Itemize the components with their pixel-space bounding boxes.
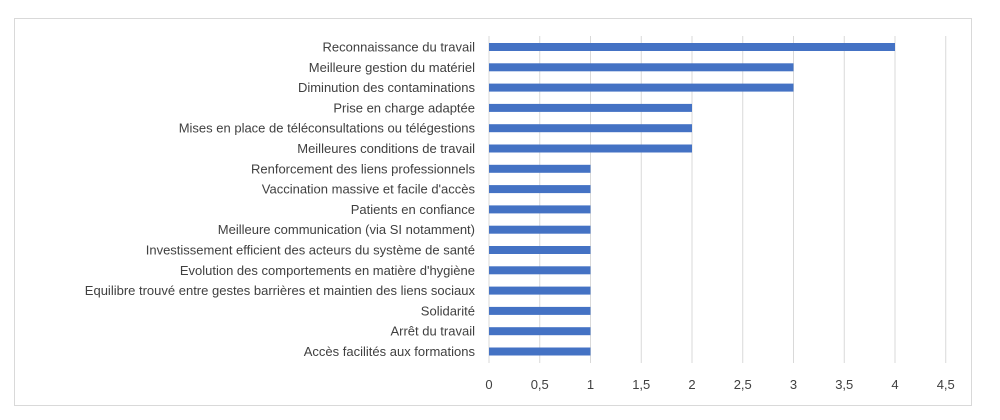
bar [489, 103, 692, 112]
category-label: Evolution des comportements en matière d… [180, 263, 475, 278]
bar [489, 205, 591, 214]
x-tick-label: 0,5 [531, 377, 549, 392]
bar [489, 347, 591, 356]
category-label: Solidarité [421, 303, 475, 318]
category-label: Prise en charge adaptée [333, 100, 475, 115]
category-label: Reconnaissance du travail [323, 40, 476, 55]
bar [489, 185, 591, 194]
bar [489, 43, 895, 51]
category-label: Meilleures conditions de travail [297, 141, 475, 156]
category-label: Renforcement des liens professionnels [251, 161, 476, 176]
category-label: Investissement efficient des acteurs du … [146, 243, 475, 258]
category-label: Vaccination massive et facile d'accès [262, 182, 476, 197]
category-label: Equilibre trouvé entre gestes barrières … [85, 283, 476, 298]
x-tick-label: 4 [891, 377, 898, 392]
x-tick-label: 1,5 [632, 377, 650, 392]
x-tick-label: 4,5 [937, 377, 955, 392]
category-label: Patients en confiance [351, 202, 475, 217]
x-tick-label: 2 [688, 377, 695, 392]
x-tick-label: 2,5 [734, 377, 752, 392]
x-tick-label: 1 [587, 377, 594, 392]
category-label: Arrêt du travail [390, 324, 475, 339]
category-label: Meilleure gestion du matériel [309, 60, 475, 75]
bar [489, 83, 794, 92]
bar [489, 246, 591, 254]
category-label: Mises en place de téléconsultations ou t… [179, 121, 476, 136]
bar [489, 144, 692, 153]
bar [489, 286, 591, 295]
x-tick-label: 0 [485, 377, 492, 392]
x-tick-label: 3,5 [835, 377, 853, 392]
category-label: Accès facilités aux formations [304, 344, 476, 359]
category-label: Diminution des contaminations [298, 80, 476, 95]
bar [489, 266, 591, 275]
bar [489, 327, 591, 336]
bar [489, 124, 692, 133]
bar [489, 225, 591, 234]
x-tick-label: 3 [790, 377, 797, 392]
category-label: Meilleure communication (via SI notammen… [218, 222, 475, 237]
bar [489, 306, 591, 315]
bar [489, 63, 794, 72]
bar [489, 164, 591, 173]
